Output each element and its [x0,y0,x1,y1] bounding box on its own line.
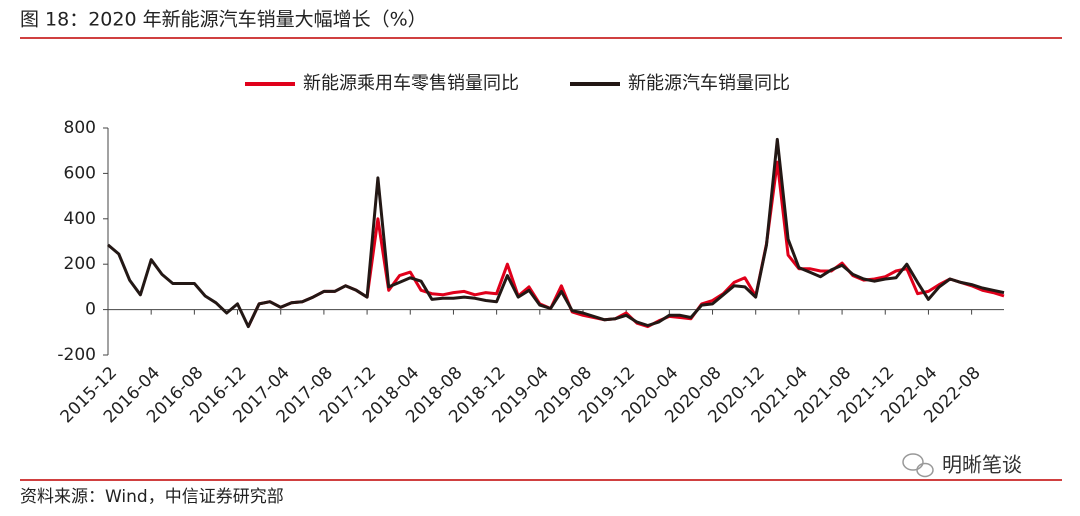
chart-title: 图 18：2020 年新能源汽车销量大幅增长（%） [20,9,427,31]
watermark: 明晰笔谈 [942,453,1022,477]
source: 资料来源：Wind，中信证券研究部 [20,487,284,507]
y-tick-label: 600 [64,163,96,183]
series-line [246,160,1005,329]
series-line [107,137,1005,329]
legend-label: 新能源乘用车零售销量同比 [303,73,519,94]
watermark-icon [902,453,934,478]
y-tick-label: 200 [64,254,96,274]
y-tick-label: -200 [57,345,96,365]
y-tick-label: 0 [85,300,96,320]
y-tick-label: 400 [64,209,96,229]
y-tick-label: 800 [64,118,96,138]
legend-label: 新能源汽车销量同比 [628,73,790,94]
